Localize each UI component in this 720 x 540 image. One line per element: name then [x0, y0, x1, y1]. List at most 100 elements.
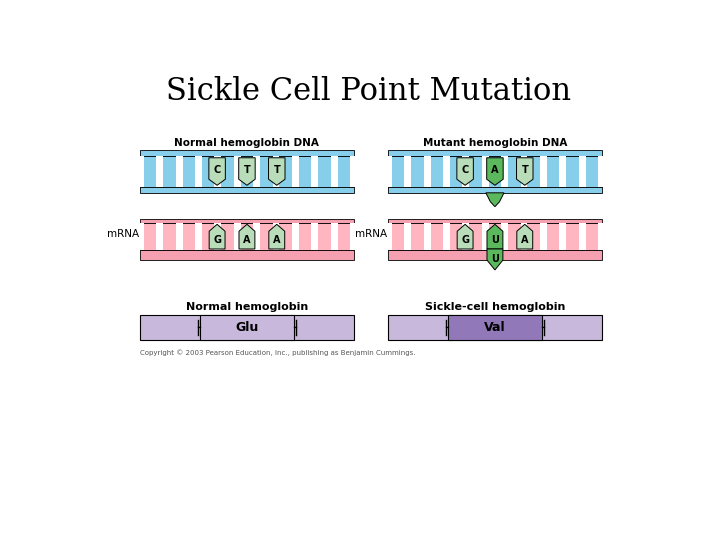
Polygon shape [487, 224, 503, 249]
Bar [350, 156, 357, 187]
Text: Copyright © 2003 Pearson Education, Inc., publishing as Benjamin Cummings.: Copyright © 2003 Pearson Education, Inc.… [140, 350, 416, 356]
Text: mRNA: mRNA [107, 229, 139, 239]
Bar [195, 156, 202, 187]
Bar [311, 223, 318, 250]
Bar [501, 156, 508, 187]
Bar [200, 315, 294, 340]
Bar [540, 156, 546, 187]
Polygon shape [457, 224, 473, 249]
Bar [311, 156, 318, 187]
Bar [137, 223, 144, 250]
Text: mRNA: mRNA [355, 229, 387, 239]
Bar [559, 223, 566, 250]
Polygon shape [457, 158, 473, 185]
Bar [140, 223, 354, 250]
Text: A: A [491, 165, 499, 175]
Bar [540, 223, 546, 250]
Bar [156, 156, 163, 187]
Bar [273, 223, 279, 250]
Text: G: G [213, 234, 221, 245]
Bar [598, 156, 605, 187]
Bar [253, 156, 260, 187]
Text: C: C [462, 165, 469, 175]
Bar [443, 156, 450, 187]
Bar [176, 223, 182, 250]
Bar [462, 223, 469, 250]
Text: U: U [491, 234, 499, 245]
Bar [388, 219, 601, 223]
Bar [330, 223, 338, 250]
Bar [482, 223, 489, 250]
Bar [521, 223, 527, 250]
Polygon shape [516, 158, 533, 185]
Polygon shape [269, 224, 284, 249]
Polygon shape [239, 224, 255, 249]
Bar [559, 156, 566, 187]
Bar [234, 223, 240, 250]
Text: A: A [521, 234, 528, 245]
Bar [579, 223, 585, 250]
Bar [501, 223, 508, 250]
Polygon shape [209, 158, 225, 185]
Bar [462, 156, 469, 187]
Bar [215, 223, 221, 250]
Text: Glu: Glu [235, 321, 258, 334]
Bar [215, 156, 221, 187]
Bar [424, 156, 431, 187]
Bar [140, 250, 354, 260]
Polygon shape [517, 224, 533, 249]
Polygon shape [209, 224, 225, 249]
Bar [443, 223, 450, 250]
Bar [448, 315, 542, 340]
Text: A: A [243, 234, 251, 245]
Bar [140, 315, 354, 340]
Bar [137, 156, 144, 187]
Polygon shape [487, 249, 503, 270]
Text: T: T [274, 165, 280, 175]
Bar [385, 156, 392, 187]
Bar [156, 223, 163, 250]
Bar [273, 156, 279, 187]
Bar [140, 219, 354, 223]
Text: A: A [273, 234, 281, 245]
Bar [388, 250, 601, 260]
Text: C: C [213, 165, 221, 175]
Bar [234, 156, 240, 187]
Bar [292, 156, 299, 187]
Bar [598, 223, 605, 250]
Polygon shape [487, 158, 503, 185]
Bar [292, 223, 299, 250]
Polygon shape [486, 193, 504, 207]
Text: Normal hemoglobin: Normal hemoglobin [186, 302, 308, 312]
Text: T: T [521, 165, 528, 175]
Bar [388, 315, 601, 340]
Bar [140, 150, 354, 156]
Text: Mutant hemoglobin DNA: Mutant hemoglobin DNA [423, 138, 567, 148]
Bar [482, 156, 489, 187]
Bar [405, 156, 411, 187]
Bar [521, 156, 527, 187]
Bar [405, 223, 411, 250]
Text: G: G [461, 234, 469, 245]
Bar [140, 156, 354, 187]
Bar [388, 223, 601, 250]
Bar [253, 223, 260, 250]
Bar [388, 187, 601, 193]
Bar [385, 223, 392, 250]
Bar [388, 156, 601, 187]
Text: Normal hemoglobin DNA: Normal hemoglobin DNA [174, 138, 320, 148]
Polygon shape [239, 158, 255, 185]
Bar [330, 156, 338, 187]
Bar [140, 187, 354, 193]
Text: T: T [243, 165, 251, 175]
Bar [195, 223, 202, 250]
Text: Sickle-cell hemoglobin: Sickle-cell hemoglobin [425, 302, 565, 312]
Polygon shape [269, 158, 285, 185]
Bar [388, 150, 601, 156]
Text: Val: Val [484, 321, 505, 334]
Bar [176, 156, 182, 187]
Bar [350, 223, 357, 250]
Bar [579, 156, 585, 187]
Bar [424, 223, 431, 250]
Text: Sickle Cell Point Mutation: Sickle Cell Point Mutation [166, 76, 572, 107]
